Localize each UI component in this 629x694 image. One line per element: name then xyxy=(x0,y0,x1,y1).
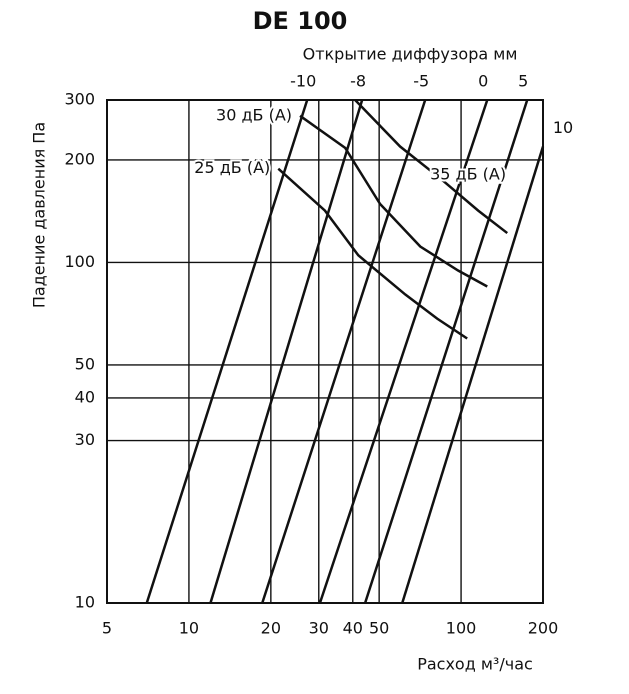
noise-label: 30 дБ (A) xyxy=(216,105,292,124)
top-axis-label: Открытие диффузора мм xyxy=(303,45,518,64)
curve xyxy=(145,99,309,604)
opening-label: -8 xyxy=(350,72,366,91)
x-tick-label: 50 xyxy=(369,619,389,638)
x-tick-label: 10 xyxy=(179,619,199,638)
x-tick-label: 20 xyxy=(261,619,281,638)
curve xyxy=(277,167,468,340)
curve xyxy=(209,99,364,604)
noise-label: 35 дБ (A) xyxy=(430,165,506,184)
plot-frame xyxy=(106,99,544,604)
x-axis-label: Расход м³/час xyxy=(417,655,533,674)
curve xyxy=(261,99,427,604)
chart-title: DE 100 xyxy=(253,7,348,35)
x-tick-label: 5 xyxy=(102,619,112,638)
y-tick-label: 30 xyxy=(75,430,95,449)
opening-label: -5 xyxy=(413,72,429,91)
y-tick-label: 50 xyxy=(75,354,95,373)
y-axis-label: Падение давления Па xyxy=(30,122,49,308)
y-tick-label: 40 xyxy=(75,387,95,406)
y-tick-label: 10 xyxy=(75,593,95,612)
x-tick-label: 100 xyxy=(446,619,477,638)
y-tick-label: 200 xyxy=(64,149,95,168)
curve xyxy=(299,114,488,288)
opening-label: -10 xyxy=(290,72,316,91)
curve xyxy=(318,99,489,604)
x-tick-label: 40 xyxy=(343,619,363,638)
x-tick-label: 30 xyxy=(309,619,329,638)
opening-label: 5 xyxy=(518,72,528,91)
opening-label: 0 xyxy=(478,72,488,91)
opening-label: 10 xyxy=(553,118,573,137)
curve xyxy=(354,99,509,235)
x-tick-label: 200 xyxy=(528,619,559,638)
curve xyxy=(401,146,545,604)
noise-label: 25 дБ (A) xyxy=(194,158,270,177)
y-tick-label: 300 xyxy=(64,90,95,109)
y-tick-label: 100 xyxy=(64,252,95,271)
curve xyxy=(363,99,529,604)
